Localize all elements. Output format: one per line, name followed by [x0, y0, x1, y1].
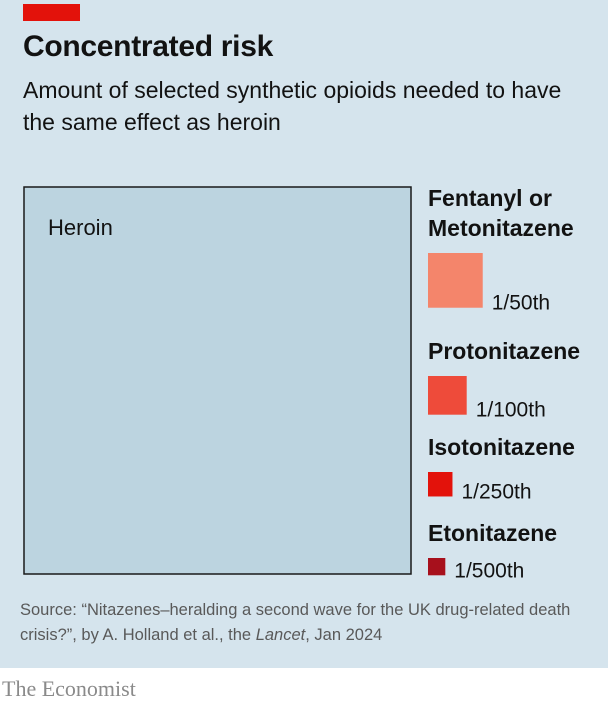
- series-name-4: Etonitazene: [428, 520, 557, 546]
- series-name-1: Metonitazene: [428, 215, 574, 241]
- series-value-2: 1/100th: [476, 399, 546, 422]
- series-square-4: [428, 558, 446, 576]
- series-name-3: Isotonitazene: [428, 434, 575, 460]
- chart-title: Concentrated risk: [23, 30, 273, 63]
- series-value-1: 1/50th: [492, 292, 550, 315]
- chart-subtitle: Amount of selected synthetic opioids nee…: [23, 77, 562, 135]
- series-square-1: [428, 253, 483, 308]
- source-text: Source: “Nitazenes–heralding a second wa…: [20, 601, 571, 644]
- accent-bar: [23, 4, 80, 21]
- source-date: , Jan 2024: [305, 626, 383, 644]
- series-square-2: [428, 376, 467, 415]
- source-note: Source: “Nitazenes–heralding a second wa…: [20, 598, 600, 648]
- source-journal: Lancet: [255, 626, 306, 644]
- series-value-4: 1/500th: [454, 559, 524, 582]
- heroin-square: [23, 186, 412, 575]
- chart-area: Heroin Fentanyl or Metonitazene 1/50th Proto…: [23, 185, 580, 582]
- economist-logo: The Economist: [2, 676, 136, 701]
- series-name-1: Fentanyl or: [428, 185, 552, 211]
- series-square-3: [428, 472, 453, 497]
- heroin-label: Heroin: [48, 215, 113, 240]
- series-name-2: Protonitazene: [428, 338, 580, 364]
- series-value-3: 1/250th: [461, 480, 531, 503]
